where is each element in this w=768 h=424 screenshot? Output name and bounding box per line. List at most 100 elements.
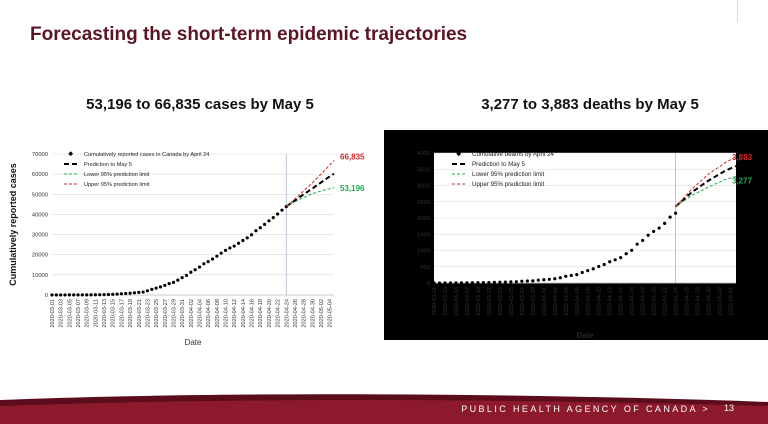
y-tick-label: 20000	[32, 253, 48, 259]
slide-title: Forecasting the short-term epidemic traj…	[30, 24, 468, 45]
observed-point	[254, 229, 258, 233]
x-axis-title: Date	[185, 338, 202, 347]
x-tick-label: 2020-04-30	[310, 299, 316, 328]
legend-label: Prediction to May 5	[84, 162, 132, 168]
prediction-line	[674, 165, 737, 208]
y-tick-label: 1000	[417, 249, 430, 255]
y-tick-label: 2500	[417, 200, 430, 206]
x-tick-label: 2020-04-16	[630, 287, 636, 316]
observed-point	[85, 293, 89, 297]
observed-point	[93, 293, 97, 297]
cases-chart-subtitle: 53,196 to 66,835 cases by May 5	[86, 96, 314, 113]
x-tick-label: 2020-03-13	[102, 299, 108, 328]
observed-point	[89, 293, 93, 297]
x-tick-label: 2020-04-10	[597, 287, 603, 316]
observed-point	[115, 292, 119, 296]
observed-point	[520, 279, 524, 283]
observed-point	[215, 254, 219, 258]
legend-label: Lower 95% prediction limit	[472, 171, 545, 178]
observed-point	[163, 283, 167, 288]
observed-point	[245, 236, 249, 240]
x-tick-label: 2020-05-04	[328, 299, 334, 328]
observed-point	[150, 287, 154, 291]
observed-point	[657, 226, 661, 230]
upper-limit-line	[675, 156, 737, 207]
observed-point	[498, 280, 502, 284]
legend-label: Upper 95% prediction limit	[472, 181, 545, 188]
x-tick-label: 2020-04-24	[284, 299, 290, 328]
y-tick-label: 0	[45, 293, 48, 299]
observed-point	[223, 248, 228, 252]
observed-point	[553, 277, 557, 281]
observed-point	[111, 292, 115, 296]
lower-limit-line	[675, 176, 737, 208]
observed-point	[63, 293, 67, 297]
observed-point	[525, 279, 529, 283]
x-tick-label: 2020-03-09	[85, 299, 91, 328]
x-tick-label: 2020-03-23	[145, 299, 151, 328]
x-tick-label: 2020-05-02	[319, 299, 325, 328]
observed-point	[50, 293, 54, 297]
observed-point	[558, 276, 562, 280]
y-tick-label: 1500	[417, 232, 430, 238]
observed-point	[206, 260, 210, 264]
observed-point	[102, 293, 106, 297]
observed-point	[454, 281, 458, 285]
observed-point	[465, 281, 469, 285]
x-tick-label: 2020-03-31	[542, 287, 548, 316]
observed-point	[459, 281, 464, 285]
observed-point	[76, 293, 80, 297]
observed-point	[646, 233, 650, 237]
x-tick-label: 2020-05-04	[729, 287, 735, 316]
deaths-chart: 0 500 1000 1500 2000 2500 3000 3500 4000 2020-03-…	[384, 130, 768, 340]
observed-point	[487, 280, 491, 285]
x-tick-label: 2020-04-04	[198, 299, 204, 328]
deaths-chart-subtitle: 3,277 to 3,883 deaths by May 5	[481, 96, 699, 113]
x-tick-label: 2020-03-25	[509, 287, 515, 316]
x-tick-label: 2020-04-18	[258, 299, 264, 328]
legend-label: Prediction to May 5	[472, 161, 526, 168]
observed-point	[145, 289, 150, 293]
observed-point	[193, 268, 197, 272]
x-tick-label: 2020-03-31	[180, 299, 186, 328]
lower-annotation: 53,196	[340, 184, 365, 193]
x-tick-label: 2020-04-20	[267, 299, 273, 328]
y-tick-label: 3500	[417, 167, 430, 173]
observed-point	[635, 242, 639, 246]
observed-point	[509, 280, 513, 284]
x-tick-label: 2020-04-08	[215, 299, 221, 328]
observed-point	[171, 280, 176, 284]
x-tick-label: 2020-04-06	[206, 299, 212, 328]
x-tick-label: 2020-04-14	[619, 287, 625, 316]
observed-point	[432, 281, 436, 285]
observed-point	[602, 262, 606, 267]
x-tick-label: 2020-03-01	[50, 299, 56, 328]
observed-point	[652, 229, 656, 234]
observed-point	[564, 274, 568, 278]
x-tick-label: 2020-03-15	[454, 287, 460, 316]
observed-point	[236, 241, 241, 245]
legend-marker	[456, 151, 462, 157]
observed-point	[228, 246, 232, 250]
observed-point	[470, 281, 475, 285]
x-tick-label: 2020-03-05	[67, 299, 73, 328]
page-number: 13	[723, 403, 734, 413]
x-tick-label: 2020-03-11	[93, 299, 99, 327]
observed-point	[249, 233, 254, 237]
observed-point	[267, 219, 271, 223]
x-tick-label: 2020-04-02	[553, 287, 559, 316]
x-tick-label: 2020-03-15	[111, 299, 117, 328]
observed-point	[119, 292, 124, 296]
observed-point	[154, 286, 158, 290]
x-tick-label: 2020-04-12	[608, 287, 614, 316]
observed-point	[575, 273, 579, 277]
x-tick-label: 2020-03-17	[119, 299, 125, 328]
observed-point	[597, 264, 601, 269]
observed-point	[59, 293, 63, 297]
y-tick-label: 60000	[32, 172, 48, 178]
observed-point	[258, 226, 262, 230]
observed-point	[613, 258, 617, 262]
cases-chart: 0 10000 20000 30000 40000 50000 60000 70000 2020…	[8, 151, 365, 347]
x-tick-label: 2020-03-29	[531, 287, 537, 316]
lower-annotation: 3,277	[732, 176, 753, 185]
